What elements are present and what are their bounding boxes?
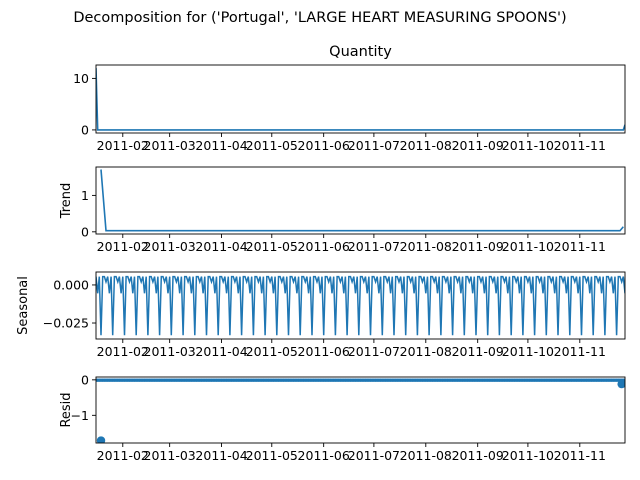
panel-observed-frame: [95, 64, 626, 134]
xtick-label: 2011-10: [502, 138, 554, 153]
ytick-label: 0: [81, 122, 89, 137]
xtick-label: 2011-10: [502, 448, 554, 463]
ytick-label: 0.000: [53, 277, 89, 292]
xtick-label: 2011-04: [195, 344, 247, 359]
panel-trend-data: [100, 169, 624, 232]
ytick-label: 1: [81, 188, 89, 203]
resid-point: [617, 379, 625, 389]
xtick-label: 2011-10: [502, 344, 554, 359]
xtick-label: 2011-07: [348, 448, 400, 463]
panel-title: Quantity: [329, 44, 392, 60]
xtick-label: 2011-03: [144, 239, 196, 254]
xtick-label: 2011-06: [298, 239, 350, 254]
ytick-label: −0.025: [43, 316, 89, 331]
xtick-label: 2011-05: [246, 239, 298, 254]
xtick-label: 2011-11: [554, 448, 606, 463]
xtick-label: 2011-07: [348, 344, 400, 359]
ytick-label: 0: [81, 224, 89, 239]
ylabel-seasonal: Seasonal: [16, 276, 31, 335]
xtick-label: 2011-11: [554, 344, 606, 359]
xtick-label: 2011-02: [97, 448, 149, 463]
xtick-label: 2011-03: [144, 448, 196, 463]
figure-suptitle: Decomposition for ('Portugal', 'LARGE HE…: [73, 10, 566, 26]
xtick-label: 2011-10: [502, 239, 554, 254]
xtick-label: 2011-04: [195, 448, 247, 463]
xtick-label: 2011-09: [452, 138, 504, 153]
xtick-label: 2011-08: [400, 344, 452, 359]
xtick-label: 2011-06: [298, 138, 350, 153]
panel-seasonal-frame: [95, 271, 626, 340]
xtick-label: 2011-05: [246, 448, 298, 463]
xtick-label: 2011-07: [348, 138, 400, 153]
xtick-label: 2011-04: [195, 138, 247, 153]
xtick-label: 2011-03: [144, 344, 196, 359]
panel-observed-data: [96, 68, 625, 131]
ylabel-resid: Resid: [59, 392, 74, 427]
resid-point: [96, 436, 106, 443]
ytick-label: −1: [71, 408, 89, 423]
xtick-label: 2011-08: [400, 448, 452, 463]
xtick-label: 2011-02: [97, 239, 149, 254]
seasonal-line: [96, 275, 625, 336]
xtick-label: 2011-11: [554, 239, 606, 254]
trend-line: [100, 169, 624, 232]
xtick-label: 2011-04: [195, 239, 247, 254]
xtick-label: 2011-05: [246, 344, 298, 359]
panel-seasonal-data: [96, 275, 625, 336]
xtick-label: 2011-06: [298, 344, 350, 359]
panel-resid-frame: [95, 376, 626, 444]
panel-trend-frame: [95, 166, 626, 235]
xtick-label: 2011-09: [452, 344, 504, 359]
xtick-label: 2011-08: [400, 138, 452, 153]
ytick-label: 10: [73, 71, 89, 86]
xtick-label: 2011-02: [97, 138, 149, 153]
xtick-label: 2011-07: [348, 239, 400, 254]
xtick-label: 2011-08: [400, 239, 452, 254]
ytick-label: 0: [81, 372, 89, 387]
xtick-label: 2011-09: [452, 239, 504, 254]
xtick-label: 2011-02: [97, 344, 149, 359]
observed-line: [96, 68, 625, 131]
xtick-label: 2011-03: [144, 138, 196, 153]
xtick-label: 2011-05: [246, 138, 298, 153]
ylabel-trend: Trend: [59, 183, 74, 220]
xtick-label: 2011-06: [298, 448, 350, 463]
xtick-label: 2011-09: [452, 448, 504, 463]
panel-resid-data: [96, 378, 625, 443]
xtick-label: 2011-11: [554, 138, 606, 153]
